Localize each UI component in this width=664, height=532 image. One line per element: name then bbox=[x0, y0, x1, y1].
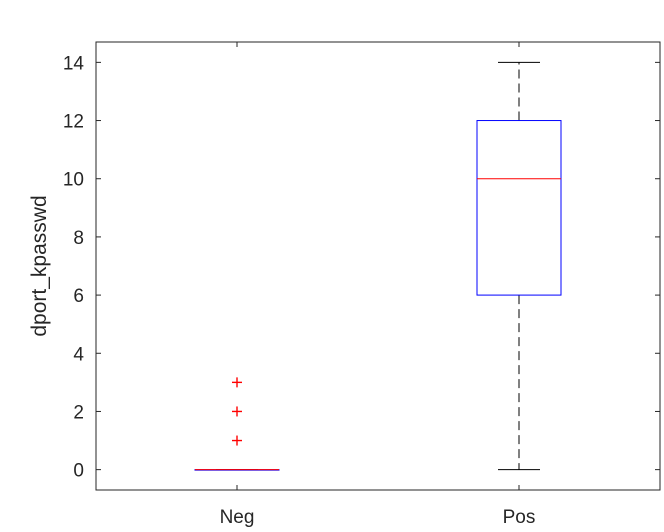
y-tick-label: 2 bbox=[73, 402, 84, 423]
y-tick-label: 8 bbox=[73, 228, 84, 249]
y-tick-label: 14 bbox=[63, 53, 85, 74]
x-axis-ticks: Neg Pos bbox=[220, 42, 536, 528]
y-tick-label: 4 bbox=[73, 344, 84, 365]
y-axis-label: dport_kpasswd bbox=[28, 195, 51, 336]
outlier-point bbox=[232, 377, 242, 388]
outlier-point bbox=[232, 406, 242, 417]
box-neg bbox=[194, 377, 280, 471]
plot-area bbox=[96, 42, 660, 490]
y-tick-label: 12 bbox=[63, 112, 84, 133]
outlier-point bbox=[232, 435, 242, 446]
x-tick-label: Pos bbox=[503, 507, 536, 528]
chart-marks bbox=[194, 61, 562, 471]
box-pos bbox=[476, 61, 562, 471]
y-tick-label: 0 bbox=[73, 461, 84, 482]
y-tick-label: 6 bbox=[73, 286, 84, 307]
y-tick-label: 10 bbox=[63, 170, 84, 191]
x-tick-label: Neg bbox=[220, 507, 255, 528]
iqr-box bbox=[476, 120, 562, 296]
axes-box bbox=[95, 41, 661, 491]
y-axis-ticks: 0 2 4 6 8 10 12 14 bbox=[63, 53, 660, 482]
